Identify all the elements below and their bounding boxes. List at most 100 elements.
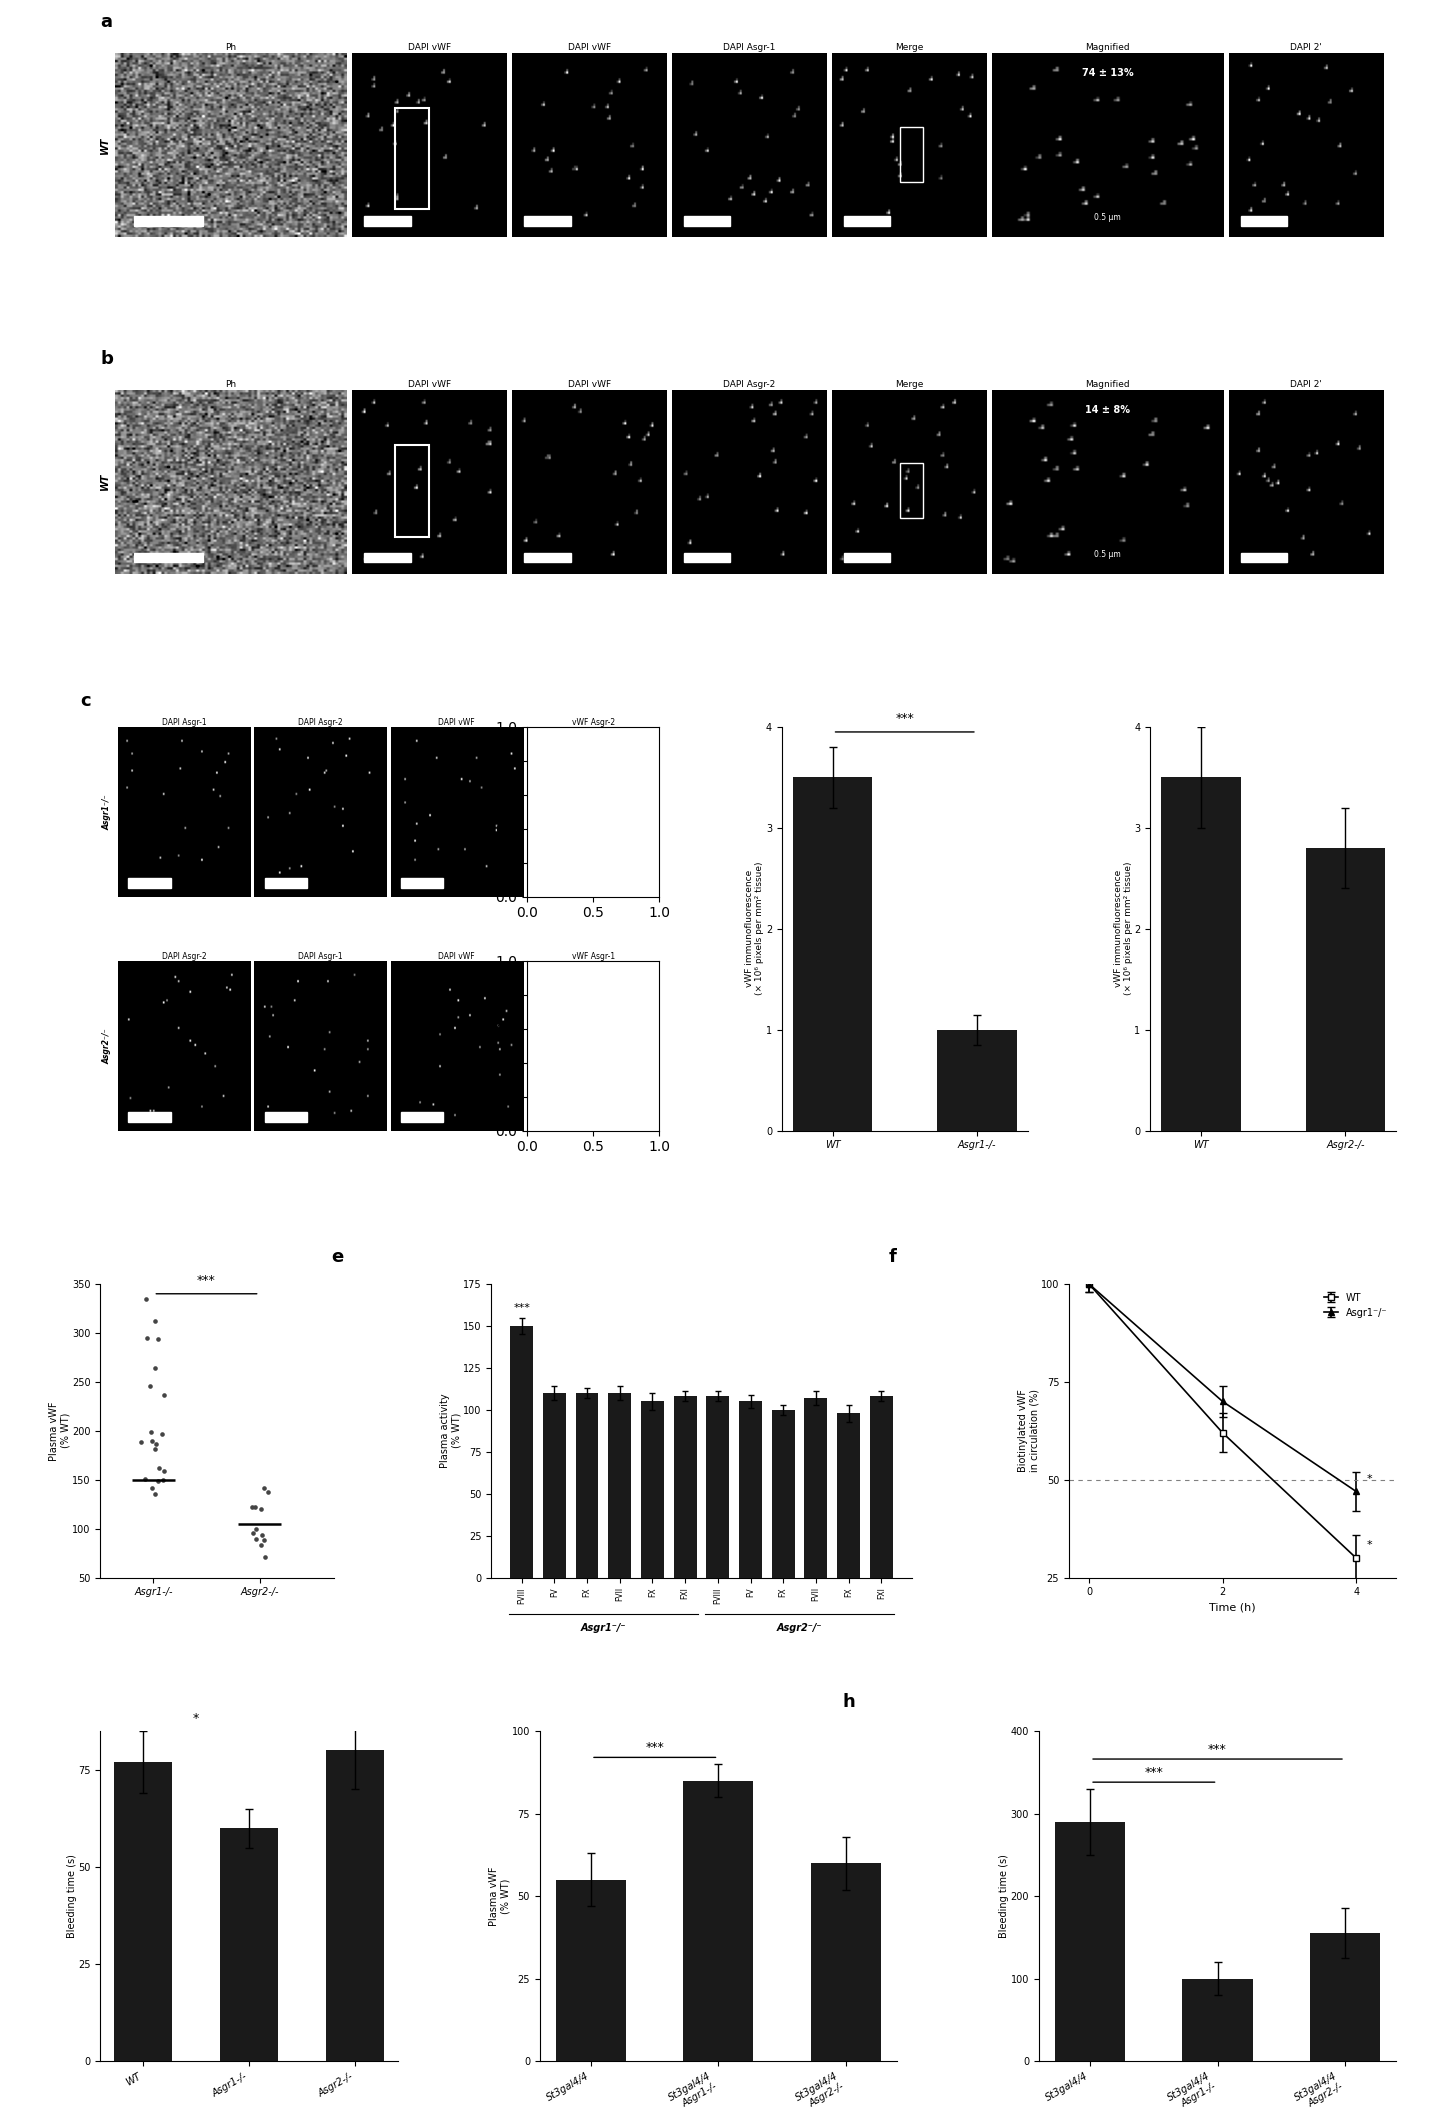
Title: Magnified: Magnified — [1085, 380, 1130, 389]
Text: a: a — [100, 13, 112, 32]
Text: h: h — [842, 1694, 855, 1711]
Y-axis label: Plasma vWF
(% WT): Plasma vWF (% WT) — [49, 1400, 70, 1460]
Bar — [1310, 1934, 1380, 2061]
Point — [136, 1320, 159, 1354]
Text: WT: WT — [100, 474, 110, 491]
Point — [241, 1490, 263, 1524]
Bar — [395, 444, 430, 538]
Title: Magnified: Magnified — [1085, 42, 1130, 53]
Text: WT: WT — [100, 136, 110, 153]
Text: ***: *** — [513, 1303, 530, 1313]
Bar — [683, 1781, 753, 2061]
Y-axis label: Bleeding time (s): Bleeding time (s) — [1000, 1855, 1010, 1938]
Bar — [129, 1111, 170, 1122]
Title: vWF Asgr-1: vWF Asgr-1 — [571, 952, 614, 960]
Bar — [537, 878, 580, 888]
Point — [145, 1426, 168, 1460]
Point — [143, 1477, 166, 1511]
Text: ***: *** — [646, 1740, 664, 1753]
Text: Asgr1⁻/⁻: Asgr1⁻/⁻ — [102, 795, 112, 829]
Point — [251, 1517, 274, 1551]
Point — [242, 1515, 265, 1549]
Text: Asgr1⁻/⁻: Asgr1⁻/⁻ — [580, 1624, 626, 1632]
Point — [146, 1322, 169, 1356]
Bar — [133, 552, 203, 563]
Text: 0.5 μm: 0.5 μm — [1094, 212, 1121, 223]
Bar — [684, 217, 730, 225]
Point — [133, 1462, 156, 1496]
Bar — [1161, 778, 1240, 1130]
Point — [245, 1511, 268, 1545]
Legend: WT, Asgr1⁻/⁻: WT, Asgr1⁻/⁻ — [1320, 1290, 1392, 1322]
Point — [249, 1492, 272, 1526]
Title: Ph: Ph — [225, 42, 236, 53]
Point — [252, 1470, 275, 1504]
Title: vWF Asgr-2: vWF Asgr-2 — [571, 718, 614, 727]
Title: Ph: Ph — [225, 380, 236, 389]
Title: DAPI Asgr-2: DAPI Asgr-2 — [162, 952, 206, 960]
Bar — [642, 1400, 664, 1577]
Bar — [899, 128, 922, 181]
Point — [129, 1426, 152, 1460]
Y-axis label: Plasma activity
(% WT): Plasma activity (% WT) — [440, 1394, 461, 1468]
Title: DAPI vWF: DAPI vWF — [438, 718, 475, 727]
Title: DAPI vWF: DAPI vWF — [408, 42, 451, 53]
Bar — [1055, 1821, 1126, 2061]
Point — [147, 1451, 170, 1485]
Bar — [706, 1396, 729, 1577]
Text: 79 ± 17%: 79 ± 17% — [569, 975, 617, 984]
Bar — [401, 878, 444, 888]
Text: 74 ± 13%: 74 ± 13% — [1081, 68, 1133, 79]
Point — [153, 1377, 176, 1411]
Y-axis label: vWF immunofluorescence
(× 10⁶ pixels per mm² tissue): vWF immunofluorescence (× 10⁶ pixels per… — [1114, 863, 1133, 995]
Title: DAPI vWF: DAPI vWF — [567, 380, 610, 389]
Bar — [673, 1396, 696, 1577]
Bar — [576, 1394, 599, 1577]
Text: ***: *** — [895, 712, 914, 725]
Bar — [1183, 1978, 1253, 2061]
Bar — [772, 1409, 795, 1577]
Bar — [1242, 552, 1287, 563]
Y-axis label: Plasma vWF
(% WT): Plasma vWF (% WT) — [488, 1866, 510, 1925]
Bar — [843, 552, 891, 563]
Bar — [265, 878, 306, 888]
Text: *: * — [1366, 1541, 1372, 1549]
Title: Merge: Merge — [895, 380, 924, 389]
Bar — [843, 217, 891, 225]
Bar — [326, 1751, 384, 2061]
Bar — [129, 878, 170, 888]
Title: DAPI 2': DAPI 2' — [1290, 380, 1322, 389]
Bar — [510, 1326, 533, 1577]
Text: *: * — [193, 1713, 199, 1726]
Bar — [113, 1762, 172, 2061]
Bar — [401, 1111, 444, 1122]
Point — [140, 1424, 163, 1458]
Title: DAPI 2': DAPI 2' — [1290, 42, 1322, 53]
Title: DAPI Asgr-1: DAPI Asgr-1 — [298, 952, 342, 960]
Bar — [524, 217, 570, 225]
Point — [139, 1415, 162, 1449]
Text: ***: *** — [198, 1273, 216, 1288]
Bar — [221, 1828, 278, 2061]
Text: Asgr2⁻/⁻: Asgr2⁻/⁻ — [102, 1028, 112, 1065]
Text: 0.5 μm: 0.5 μm — [1094, 550, 1121, 559]
Bar — [524, 552, 570, 563]
Bar — [543, 1394, 566, 1577]
Bar — [395, 108, 430, 208]
Bar — [793, 778, 872, 1130]
Point — [243, 1490, 266, 1524]
Bar — [838, 1413, 861, 1577]
Text: 83 ± 6%: 83 ± 6% — [573, 740, 614, 750]
Bar — [537, 1111, 580, 1122]
Point — [253, 1541, 276, 1575]
Point — [152, 1454, 175, 1487]
Text: *: * — [1366, 1473, 1372, 1483]
Title: DAPI Asgr-2: DAPI Asgr-2 — [298, 718, 342, 727]
Title: DAPI vWF: DAPI vWF — [567, 42, 610, 53]
Point — [256, 1475, 279, 1509]
Title: DAPI vWF: DAPI vWF — [438, 952, 475, 960]
Point — [152, 1462, 175, 1496]
Text: c: c — [80, 693, 92, 710]
Title: DAPI vWF: DAPI vWF — [408, 380, 451, 389]
Y-axis label: vWF immunofluorescence
(× 10⁶ pixels per mm² tissue): vWF immunofluorescence (× 10⁶ pixels per… — [745, 863, 765, 995]
